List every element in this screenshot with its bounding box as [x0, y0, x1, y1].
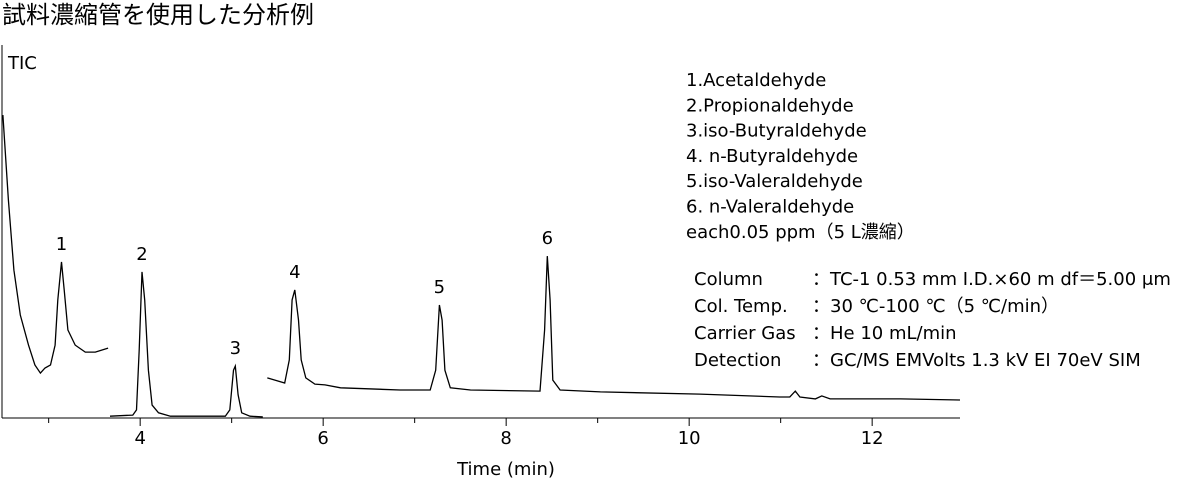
peak-label: 4 [289, 262, 300, 283]
condition-value: ：30 ℃-100 ℃（5 ℃/min） [812, 296, 1059, 317]
compound: each0.05 ppm（5 L濃縮） [686, 222, 915, 243]
condition-label: Col. Temp. [694, 296, 788, 317]
peak-label: 6 [542, 228, 553, 249]
compound: 4. n-Butyraldehyde [686, 146, 858, 167]
compound: 5.iso-Valeraldehyde [686, 171, 863, 192]
condition-value: ：He 10 mL/min [812, 323, 957, 344]
condition-label: Carrier Gas [694, 323, 796, 344]
peak-label: 1 [56, 234, 67, 255]
condition-label: Column [694, 269, 763, 290]
x-axis-label: Time (min) [456, 459, 555, 480]
condition-value: ：GC/MS EMVolts 1.3 kV EI 70eV SIM [812, 350, 1141, 371]
trace [2, 115, 961, 418]
y-axis-label: TIC [7, 53, 37, 74]
peak-label: 2 [136, 244, 147, 265]
compound: 3.iso-Butyraldehyde [686, 121, 867, 142]
compound: 6. n-Valeraldehyde [686, 197, 854, 218]
condition-label: Detection [694, 350, 781, 371]
page-title: 試料濃縮管を使用した分析例 [2, 1, 314, 29]
x-tick-label: 10 [678, 428, 701, 449]
condition-value: ：TC-1 0.53 mm I.D.×60 m df＝5.00 μm [812, 269, 1171, 290]
x-tick-label: 6 [317, 428, 328, 449]
x-tick-label: 4 [134, 428, 145, 449]
peak-label: 3 [230, 338, 241, 359]
x-tick-label: 12 [861, 428, 884, 449]
compound: 1.Acetaldehyde [686, 70, 826, 91]
peak-label: 5 [434, 277, 445, 298]
x-tick-label: 8 [500, 428, 511, 449]
compound: 2.Propionaldehyde [686, 95, 854, 116]
